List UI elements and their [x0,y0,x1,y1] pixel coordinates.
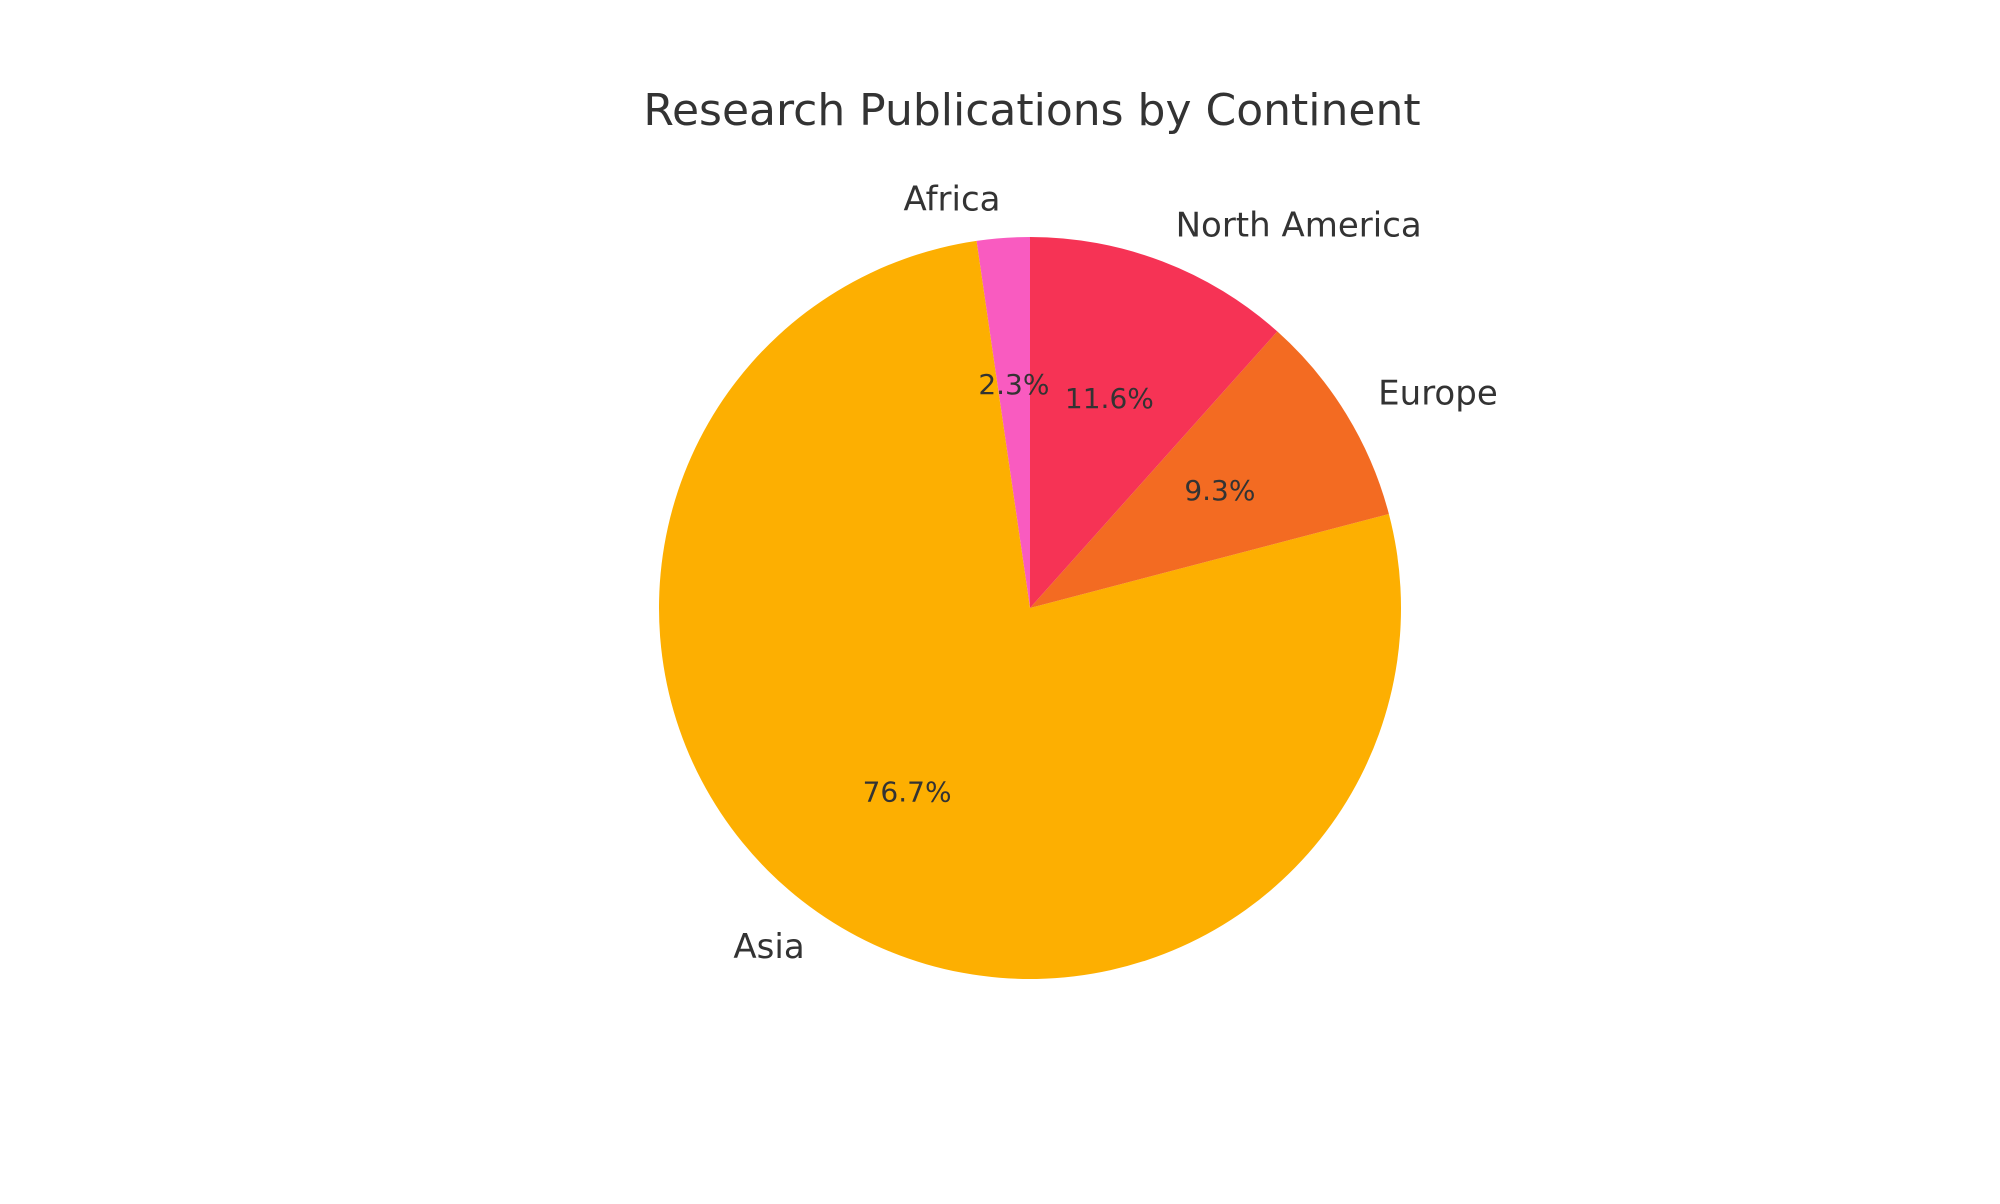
slice-label-north-america: North America [1176,205,1422,245]
slice-label-africa: Africa [904,179,1001,219]
pie-slice-africa [976,237,1030,608]
slice-pct-asia: 76.7% [863,776,952,809]
slice-pct-europe: 9.3% [1184,474,1255,507]
pie-slice-north-america [1030,237,1278,608]
chart-title: Research Publications by Continent [643,85,1420,136]
slice-label-europe: Europe [1378,374,1498,414]
pie-slice-europe [1030,331,1389,608]
slice-label-asia: Asia [733,927,804,967]
pie-slices [658,237,1401,979]
slice-pct-north-america: 11.6% [1065,382,1154,415]
slice-pct-africa: 2.3% [978,368,1049,401]
pie-slice-asia [658,240,1401,979]
pie-labels: Africa 2.3% Asia 76.7% Europe 9.3% North Ameri… [733,179,1497,966]
